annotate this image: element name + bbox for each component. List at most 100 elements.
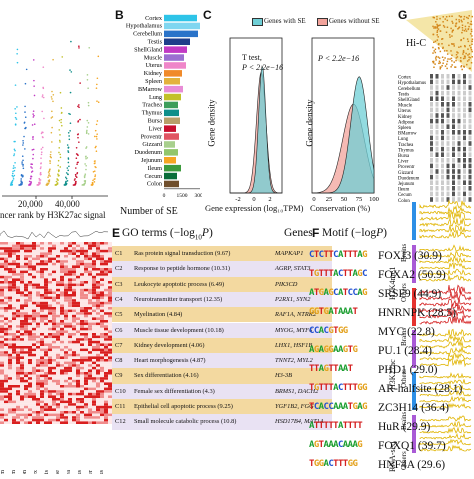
heatmap-cell (64, 361, 68, 365)
heatmap-cell (84, 291, 88, 294)
heatmap-cell (80, 416, 84, 419)
hic-pixel (439, 50, 442, 53)
heatmap-cell (36, 418, 40, 422)
tissue-cell (435, 113, 439, 118)
panel-a-heatmap: JejunumIleumColonCortexTestisAdiposeTrac… (0, 228, 112, 479)
hic-pixel (450, 27, 452, 30)
rank-dot (14, 116, 17, 119)
heatmap-cell (96, 403, 100, 406)
heatmap-cell (88, 387, 92, 391)
hic-pixel (437, 46, 440, 49)
hic-pixel (436, 23, 438, 26)
heatmap-cell (60, 353, 64, 357)
heatmap-cell (56, 374, 60, 378)
heatmap-cell (80, 398, 84, 401)
heatmap-cell (80, 244, 84, 248)
heatmap-cell (96, 327, 100, 331)
motif-name: FOXJ3 (30.9) (378, 250, 442, 262)
heatmap-cell (104, 411, 108, 414)
signal-track (419, 262, 472, 270)
hic-pixel (466, 63, 468, 66)
heatmap-cell (8, 400, 12, 404)
heatmap-tissue-label: Adipose (54, 470, 61, 474)
heatmap-cell (108, 338, 112, 341)
heatmap-cell (32, 330, 36, 333)
rank-dot (95, 166, 97, 169)
tissue-cell (441, 130, 444, 135)
heatmap-cell (8, 333, 12, 336)
heatmap-cell (4, 278, 8, 281)
heatmap-cell (64, 392, 68, 396)
rank-dot (16, 48, 19, 51)
heatmap-cell (80, 364, 84, 367)
rank-dot (59, 91, 62, 94)
heatmap-cell (64, 294, 68, 297)
heatmap-cell (28, 343, 32, 346)
hic-pixel (449, 36, 451, 38)
heatmap-cell (24, 353, 28, 357)
heatmap-cell (40, 353, 44, 357)
motif-row: TGTTTACTTAGC FOXA2 (50.9) (306, 265, 474, 287)
rank-dot (94, 146, 97, 149)
heatmap-cell (108, 317, 112, 320)
heatmap-cell (20, 249, 24, 253)
heatmap-cell (48, 335, 52, 339)
rank-dot (50, 117, 53, 119)
hic-pixel (433, 16, 436, 19)
hic-pixel (470, 62, 473, 64)
heatmap-cell (96, 257, 100, 261)
hic-pixel (432, 33, 435, 36)
hic-pixel (462, 53, 464, 55)
heatmap-cell (64, 387, 68, 391)
heatmap-cell (76, 335, 80, 339)
heatmap-cell (0, 398, 4, 401)
heatmap-cell (32, 359, 36, 362)
heatmap-cell (80, 403, 84, 406)
go-genes: YGF1B2, FGG (275, 403, 314, 410)
rank-dot (49, 160, 51, 162)
heatmap-cell (88, 244, 92, 248)
heatmap-cell (96, 275, 100, 279)
heatmap-cell (68, 364, 72, 367)
heatmap-cell (40, 411, 44, 414)
rank-dot (86, 157, 89, 159)
tissue-cell (430, 180, 433, 185)
heatmap-cell (24, 374, 28, 378)
heatmap-cell (36, 275, 40, 279)
motif-row: TTAGTTAAT PHD1 (29.0) (306, 360, 474, 382)
heatmap-cell (36, 413, 40, 417)
tissue-cell (435, 169, 439, 174)
heatmap-cell (92, 338, 96, 341)
heatmap-cell (44, 338, 48, 341)
panel-g-tissue-label: Trachea (398, 143, 414, 148)
panel-c-left-x-label: Gene expression (log₁₀TPM) (205, 203, 304, 213)
heatmap-cell (24, 273, 28, 276)
heatmap-cell (8, 304, 12, 307)
rank-dot (47, 176, 49, 179)
rank-dot (65, 177, 68, 180)
heatmap-cell (28, 281, 32, 284)
heatmap-cell (24, 335, 28, 339)
panel-b-tick: 3000 (195, 193, 203, 199)
heatmap-cell (64, 369, 68, 372)
heatmap-cell (28, 411, 32, 414)
panel-b-bar (164, 117, 180, 124)
heatmap-cell (72, 247, 76, 250)
heatmap-cell (16, 288, 20, 292)
hic-pixel (433, 66, 435, 69)
hic-pixel (442, 59, 445, 61)
panel-a-tick-2: 40,000 (55, 199, 80, 209)
heatmap-cell (8, 385, 12, 388)
heatmap-cell (108, 275, 112, 279)
rank-dot (43, 117, 45, 120)
tissue-cell (435, 174, 439, 180)
heatmap-cell (72, 270, 76, 274)
heatmap-cell (80, 273, 84, 276)
hic-pixel (455, 57, 458, 59)
heatmap-cell (76, 320, 80, 323)
hic-pixel (443, 50, 446, 52)
tissue-cell (468, 152, 472, 157)
tissue-cell (463, 102, 466, 107)
heatmap-cell (28, 338, 32, 341)
panel-b-bar (164, 30, 198, 38)
